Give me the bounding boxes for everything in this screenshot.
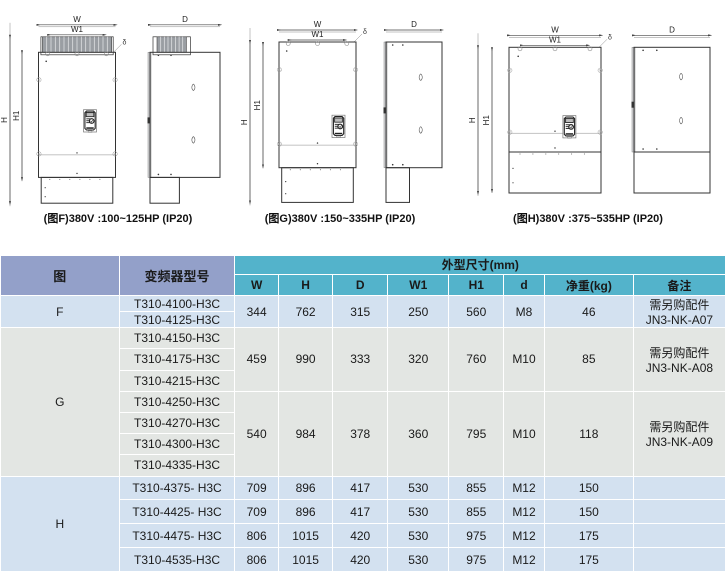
svg-text:W1: W1 (549, 35, 562, 44)
svg-text:H: H (240, 119, 249, 125)
svg-text:H: H (468, 117, 477, 123)
svg-text:D: D (669, 25, 675, 34)
svg-text:H1: H1 (482, 115, 491, 126)
svg-text:(图H)380V :375~535HP (IP20): (图H)380V :375~535HP (IP20) (513, 212, 663, 225)
svg-text:W: W (73, 15, 81, 24)
svg-text:H: H (0, 117, 9, 123)
svg-text:D: D (182, 15, 188, 24)
svg-text:(图G)380V :150~335HP (IP20): (图G)380V :150~335HP (IP20) (265, 212, 416, 225)
svg-text:H1: H1 (253, 100, 262, 111)
svg-text:δ: δ (123, 39, 127, 46)
svg-text:W: W (551, 25, 559, 34)
svg-text:D: D (411, 20, 417, 29)
svg-text:H1: H1 (12, 110, 21, 121)
svg-text:W: W (314, 20, 322, 29)
svg-text:δ: δ (608, 34, 612, 41)
svg-text:W1: W1 (312, 30, 325, 39)
svg-text:δ: δ (363, 29, 367, 36)
svg-text:W1: W1 (71, 25, 84, 34)
svg-text:(图F)380V :100~125HP (IP20): (图F)380V :100~125HP (IP20) (44, 212, 193, 225)
